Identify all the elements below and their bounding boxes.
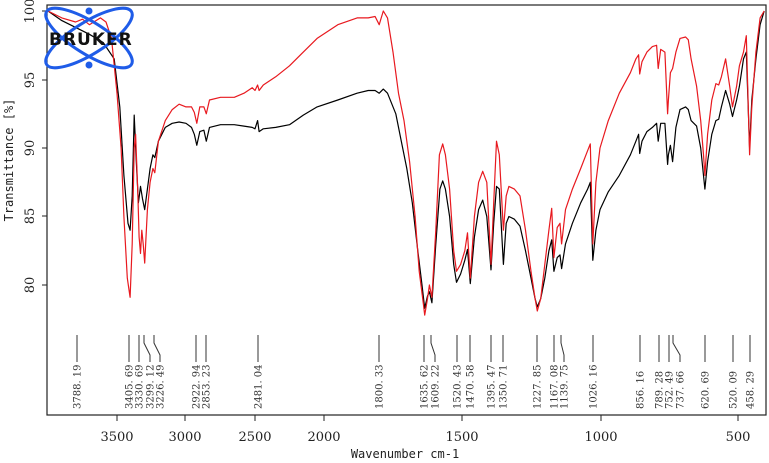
x-axis: 3500 3000 2500 2000 1500 1000 500 Wavenu… bbox=[100, 415, 750, 461]
peak-label: 856. 16 bbox=[636, 371, 647, 409]
peak-label: 3788. 19 bbox=[73, 364, 84, 409]
y-tick-80: 80 bbox=[23, 277, 38, 294]
plot-frame bbox=[46, 4, 767, 416]
peak-label: 1139. 75 bbox=[560, 364, 571, 409]
peak-label: 3226. 49 bbox=[156, 364, 167, 409]
x-tick-1000: 1000 bbox=[584, 430, 617, 445]
peak-label: 1800. 33 bbox=[375, 364, 386, 409]
y-tick-90: 90 bbox=[23, 140, 38, 157]
peak-marker-line bbox=[143, 335, 151, 362]
x-tick-2500: 2500 bbox=[238, 430, 271, 445]
spectra-lines bbox=[47, 10, 765, 316]
peak-label: 3405. 69 bbox=[125, 364, 136, 409]
peak-marker-line bbox=[430, 335, 436, 362]
peak-label: 620. 69 bbox=[701, 371, 712, 409]
peak-label: 1026. 16 bbox=[589, 364, 600, 409]
logo-electron-bottom bbox=[85, 61, 93, 69]
peak-label: 1395. 47 bbox=[487, 364, 498, 409]
peak-label: 1350. 71 bbox=[499, 364, 510, 409]
peak-label: 1167. 08 bbox=[550, 364, 561, 409]
peak-label: 737. 66 bbox=[676, 371, 687, 409]
peak-label: 1635. 62 bbox=[420, 364, 431, 409]
peak-marker-line bbox=[560, 335, 565, 362]
peak-label: 458. 29 bbox=[746, 371, 757, 409]
y-tick-85: 85 bbox=[23, 208, 38, 225]
x-tick-3000: 3000 bbox=[168, 430, 201, 445]
x-tick-500: 500 bbox=[726, 430, 751, 445]
logo-electron-top bbox=[85, 7, 93, 15]
peak-label: 1520. 43 bbox=[453, 364, 464, 409]
peak-marker-line bbox=[153, 335, 161, 362]
peak-label: 2481. 04 bbox=[254, 364, 265, 409]
bruker-logo: BRUKER bbox=[44, 6, 134, 70]
peak-markers: 3788. 19 3405. 69 3330. 69 3299. 12 3226. 49… bbox=[73, 335, 757, 409]
x-tick-2000: 2000 bbox=[307, 430, 340, 445]
peak-label: 1609. 22 bbox=[431, 364, 442, 409]
peak-label: 789. 28 bbox=[655, 371, 666, 409]
peak-marker-line bbox=[672, 335, 681, 362]
x-tick-3500: 3500 bbox=[100, 430, 133, 445]
peak-label: 3299. 12 bbox=[146, 364, 157, 409]
peak-label: 520. 09 bbox=[729, 371, 740, 409]
peak-label: 1470. 58 bbox=[466, 364, 477, 409]
x-axis-title: Wavenumber cm-1 bbox=[351, 447, 459, 461]
peak-label: 752. 49 bbox=[665, 371, 676, 409]
y-axis: 100 95 90 85 80 Transmittance [%] bbox=[2, 0, 47, 293]
y-tick-100: 100 bbox=[23, 0, 38, 23]
peak-label: 1227. 85 bbox=[533, 364, 544, 409]
logo-orbit-2 bbox=[44, 6, 134, 70]
x-tick-1500: 1500 bbox=[445, 430, 478, 445]
logo-text: BRUKER bbox=[49, 30, 133, 50]
spectrum-black-line bbox=[47, 10, 765, 309]
y-tick-95: 95 bbox=[23, 72, 38, 89]
peak-label: 2922. 94 bbox=[192, 364, 203, 409]
peak-label: 2853. 23 bbox=[202, 364, 213, 409]
y-axis-title: Transmittance [%] bbox=[2, 99, 16, 222]
logo-orbit-1 bbox=[44, 6, 134, 70]
spectrum-red-line bbox=[47, 10, 765, 316]
peak-label: 3330. 69 bbox=[135, 364, 146, 409]
